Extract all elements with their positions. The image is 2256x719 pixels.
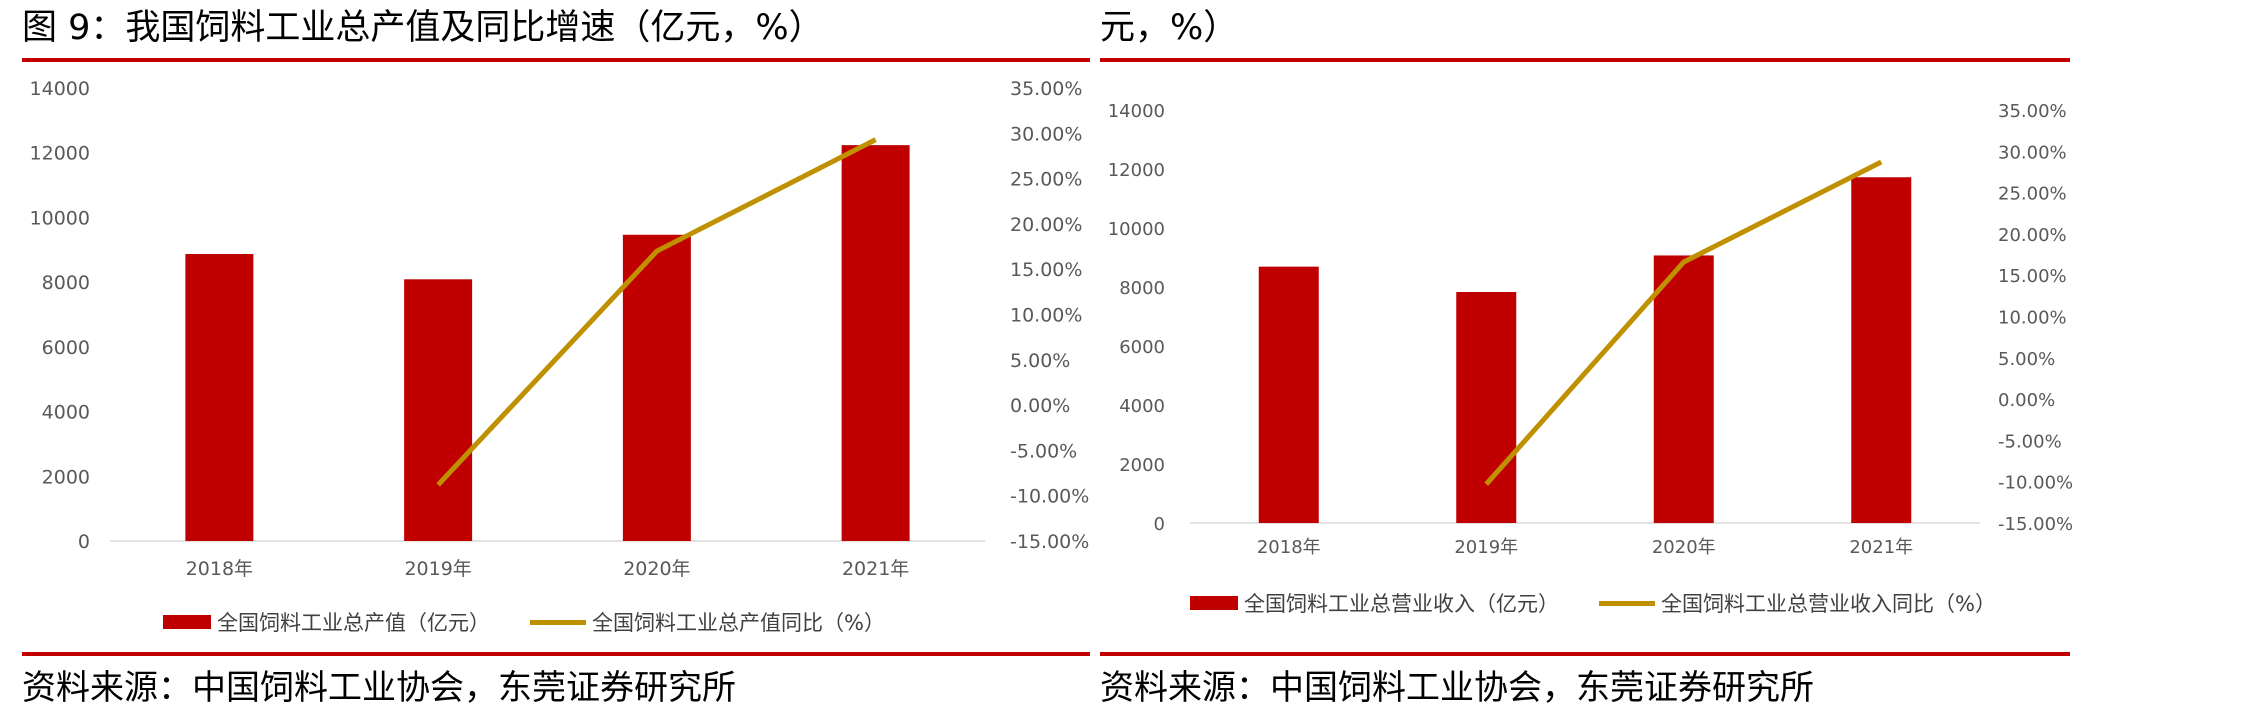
- right-growth-line: [1484, 159, 1883, 486]
- right-y-tick-label: 12000: [1108, 160, 1165, 181]
- left-y-tick-label: 10000: [30, 207, 90, 229]
- right-legend-bar-swatch: [1190, 596, 1238, 610]
- left-legend-line-swatch: [530, 619, 586, 625]
- right-bar: [1653, 255, 1714, 523]
- left-title-rule: [22, 58, 1090, 62]
- right-y-tick-label: 4000: [1119, 396, 1165, 417]
- left-y2-tick-label: 15.00%: [1010, 259, 1082, 281]
- right-y2-tick-label: 10.00%: [1998, 308, 2067, 329]
- right-y-tick-label: 14000: [1108, 101, 1165, 122]
- right-x-tick-label: 2018年: [1257, 537, 1321, 558]
- left-y2-tick-label: -5.00%: [1010, 440, 1077, 462]
- left-y2-tick-label: 10.00%: [1010, 305, 1082, 327]
- right-figure-panel: 元，%） 0 2000 4000 6000 8000 10000 12000 14000 -15…: [1090, 0, 2256, 719]
- left-bar: [841, 145, 910, 542]
- left-legend-line-label: 全国饲料工业总产值同比（%）: [592, 611, 885, 635]
- left-figure-title: 图 9：我国饲料工业总产值及同比增速（亿元，%）: [22, 8, 824, 48]
- right-y2-tick-label: -10.00%: [1998, 473, 2073, 494]
- right-y-tick-label: 10000: [1108, 219, 1165, 240]
- left-source-note: 资料来源：中国饲料工业协会，东莞证券研究所: [22, 668, 736, 708]
- right-x-tick-label: 2019年: [1454, 537, 1518, 558]
- left-x-tick-label: 2018年: [186, 558, 253, 580]
- right-legend: 全国饲料工业总营业收入（亿元） 全国饲料工业总营业收入同比（%）: [1190, 588, 2036, 618]
- right-legend-item-bar: 全国饲料工业总营业收入（亿元）: [1190, 588, 1559, 618]
- right-legend-item-line: 全国饲料工业总营业收入同比（%）: [1599, 588, 1996, 618]
- right-y-tick-label: 0: [1154, 514, 1165, 535]
- left-legend: 全国饲料工业总产值（亿元） 全国饲料工业总产值同比（%）: [163, 607, 925, 637]
- right-y2-tick-label: 35.00%: [1998, 101, 2067, 122]
- right-bar: [1456, 292, 1517, 523]
- left-figure-panel: 图 9：我国饲料工业总产值及同比增速（亿元，%） 0 2000 4000 6000 80…: [0, 0, 1090, 719]
- left-y-tick-label: 6000: [42, 337, 90, 359]
- left-growth-line: [436, 137, 877, 487]
- left-y2-tick-label: 0.00%: [1010, 395, 1070, 417]
- left-y2-tick-label: -10.00%: [1010, 486, 1089, 508]
- left-legend-item-line: 全国饲料工业总产值同比（%）: [530, 607, 885, 637]
- left-y-tick-label: 14000: [30, 78, 90, 100]
- left-legend-bar-swatch: [163, 615, 211, 629]
- right-source-rule: [1100, 652, 2070, 656]
- right-y2-tick-label: 25.00%: [1998, 184, 2067, 205]
- right-source-note: 资料来源：中国饲料工业协会，东莞证券研究所: [1100, 668, 1814, 708]
- right-x-tick-label: 2021年: [1849, 537, 1913, 558]
- left-bar: [404, 279, 473, 541]
- left-x-tick-label: 2021年: [842, 558, 909, 580]
- right-y2-tick-label: -15.00%: [1998, 514, 2073, 535]
- left-y2-tick-label: 35.00%: [1010, 78, 1082, 100]
- right-y-tick-label: 6000: [1119, 337, 1165, 358]
- left-bar: [622, 234, 691, 541]
- left-bar: [185, 253, 254, 542]
- left-y-tick-label: 0: [78, 531, 90, 553]
- right-y2-tick-label: -5.00%: [1998, 431, 2062, 452]
- left-legend-item-bar: 全国饲料工业总产值（亿元）: [163, 607, 490, 637]
- right-legend-line-swatch: [1599, 600, 1655, 606]
- right-figure-title: 元，%）: [1100, 8, 1239, 48]
- left-y2-tick-label: 5.00%: [1010, 350, 1070, 372]
- left-legend-bar-label: 全国饲料工业总产值（亿元）: [217, 611, 490, 635]
- left-y2-tick-label: 25.00%: [1010, 169, 1082, 191]
- left-x-tick-label: 2019年: [404, 558, 471, 580]
- left-y2-tick-label: 20.00%: [1010, 214, 1082, 236]
- left-source-rule: [22, 652, 1090, 656]
- right-y-tick-label: 8000: [1119, 278, 1165, 299]
- right-bar: [1851, 177, 1912, 523]
- right-legend-line-label: 全国饲料工业总营业收入同比（%）: [1661, 592, 1996, 616]
- right-y2-tick-label: 30.00%: [1998, 142, 2067, 163]
- left-x-tick-label: 2020年: [623, 558, 690, 580]
- right-y2-tick-label: 20.00%: [1998, 225, 2067, 246]
- left-y-tick-label: 2000: [42, 466, 90, 488]
- left-y-tick-label: 12000: [30, 143, 90, 165]
- right-chart: 0 2000 4000 6000 8000 10000 12000 14000 -15.00% -…: [1108, 101, 2073, 558]
- left-y2-tick-label: -15.00%: [1010, 531, 1089, 553]
- right-y2-tick-label: 5.00%: [1998, 349, 2055, 370]
- left-y-tick-label: 4000: [42, 402, 90, 424]
- right-bar: [1258, 266, 1319, 523]
- right-y2-tick-label: 15.00%: [1998, 266, 2067, 287]
- right-legend-bar-label: 全国饲料工业总营业收入（亿元）: [1244, 592, 1559, 616]
- right-y-tick-label: 2000: [1119, 455, 1165, 476]
- left-chart: 0 2000 4000 6000 8000 10000 12000 14000 -15.00% -…: [30, 78, 1090, 580]
- right-title-rule: [1100, 58, 2070, 62]
- right-x-tick-label: 2020年: [1652, 537, 1716, 558]
- left-y-tick-label: 8000: [42, 272, 90, 294]
- left-y2-tick-label: 30.00%: [1010, 123, 1082, 145]
- right-y2-tick-label: 0.00%: [1998, 390, 2055, 411]
